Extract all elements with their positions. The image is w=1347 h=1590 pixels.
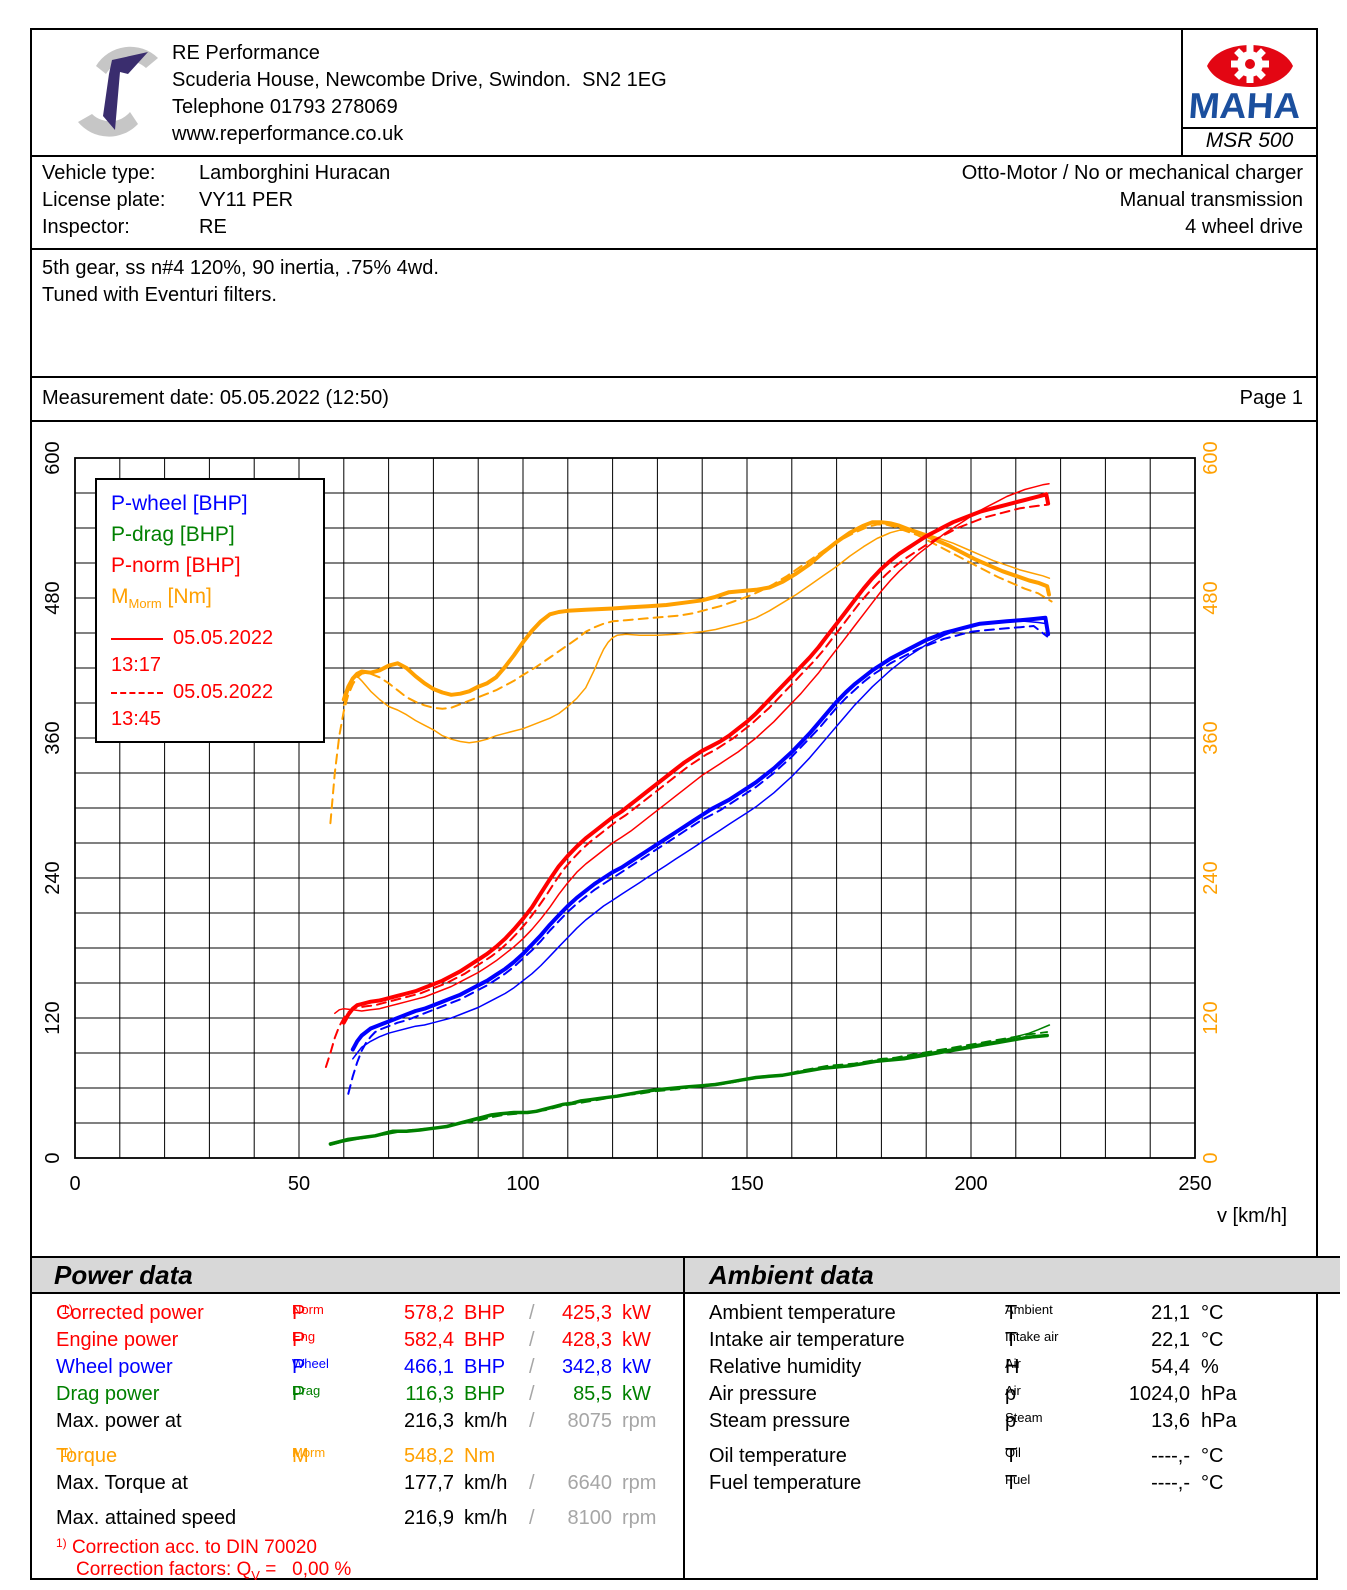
- power-row-wheel: Wheel power P Wheel 466,1 BHP / 342,8 kW: [56, 1356, 651, 1378]
- axis-tick-label: 0: [42, 1152, 64, 1163]
- vehicle-type-value: Lamborghini Huracan: [199, 162, 391, 184]
- ambient-data-header: Ambient data: [685, 1256, 1340, 1294]
- ambient-row-air-pressure: Air pressure p Air 1024,0 hPa: [709, 1383, 1237, 1405]
- axis-tick-label: 360: [42, 721, 64, 754]
- company-phone: Telephone 01793 278069: [172, 96, 398, 118]
- legend-item-pnorm: P-norm [BHP]: [111, 554, 241, 577]
- device-logo-box: MAHA MSR 500: [1181, 30, 1316, 155]
- curve-m-morm-13-45: [329, 523, 1053, 825]
- curve-p-wheel-current: [350, 615, 1051, 1052]
- axis-tick-label: 360: [1200, 721, 1222, 754]
- chart-legend: P-wheel [BHP] P-drag [BHP] P-norm [BHP] …: [95, 478, 325, 743]
- company-address: Scuderia House, Newcombe Drive, Swindon.…: [172, 69, 667, 91]
- power-row-max-torque: Max. Torque at 177,7 km/h / 6640 rpm: [56, 1472, 657, 1494]
- maha-gear-icon: [1231, 45, 1269, 83]
- maha-brand-text: MAHA: [1187, 85, 1302, 125]
- ambient-row-temp: Ambient temperature T Ambient 21,1 °C: [709, 1302, 1224, 1324]
- maha-logo-area: MAHA: [1183, 30, 1316, 129]
- axis-tick-label: 600: [42, 441, 64, 474]
- re-performance-logo: [78, 46, 158, 137]
- page-frame: RE Performance Scuderia House, Newcombe …: [30, 28, 1340, 1583]
- note-line-1: 5th gear, ss n#4 120%, 90 inertia, .75% …: [42, 257, 439, 279]
- transmission-type: Manual transmission: [1119, 189, 1303, 211]
- company-info: RE Performance Scuderia House, Newcombe …: [172, 40, 667, 148]
- curve-p-wheel-13-17: [352, 620, 1048, 1060]
- inspector-label: Inspector:: [42, 216, 130, 238]
- curve-m-morm-13-17: [343, 529, 1051, 744]
- axis-tick-label: 200: [954, 1173, 987, 1195]
- ambient-row-intake: Intake air temperature T Intake air 22,1 °…: [709, 1329, 1224, 1351]
- legend-item-pwheel: P-wheel [BHP]: [111, 492, 248, 515]
- engine-type: Otto-Motor / No or mechanical charger: [961, 162, 1303, 184]
- power-row-max-speed: Max. attained speed 216,9 km/h / 8100 rpm: [56, 1507, 657, 1529]
- axis-tick-label: 0: [1200, 1152, 1222, 1163]
- measurement-bar: Measurement date: 05.05.2022 (12:50) Pag…: [32, 378, 1316, 422]
- section-divider: [683, 1256, 685, 1578]
- drive-type: 4 wheel drive: [1185, 216, 1303, 238]
- dashed-line-sample: [111, 691, 163, 694]
- measurement-date: Measurement date: 05.05.2022 (12:50): [42, 387, 389, 409]
- legend-runs: 05.05.2022 13:17 05.05.2022 13:45: [111, 625, 323, 733]
- curve-p-norm-13-45: [324, 503, 1049, 1068]
- power-row-torque: Torque 1) M Morm 548,2 Nm: [56, 1445, 496, 1467]
- curve-p-norm-current: [341, 492, 1051, 1025]
- legend-item-torque: MMorm [Nm]: [111, 585, 212, 611]
- legend-item-pdrag: P-drag [BHP]: [111, 523, 235, 546]
- axis-tick-label: 100: [506, 1173, 539, 1195]
- power-row-engine: Engine power P Eng 582,4 BHP / 428,3 kW: [56, 1329, 651, 1351]
- axis-tick-label: 0: [69, 1173, 80, 1195]
- ambient-row-oil-temp: Oil temperature T Oil ----,- °C: [709, 1445, 1224, 1467]
- license-plate-value: VY11 PER: [199, 189, 294, 211]
- curve-p-wheel-13-45: [347, 625, 1049, 1095]
- maha-logo: MAHA: [1185, 45, 1305, 128]
- axis-tick-label: 250: [1178, 1173, 1211, 1195]
- correction-footnote-1: 1) Correction acc. to DIN 70020: [56, 1536, 317, 1558]
- curve-p-drag-13-45: [329, 1031, 1049, 1145]
- legend-run-1: 05.05.2022 13:17: [111, 627, 274, 676]
- company-name: RE Performance: [172, 42, 320, 64]
- correction-footnote-2: Correction factors: QV = 0,00 %: [76, 1559, 352, 1583]
- axis-tick-label: 240: [1200, 861, 1222, 894]
- solid-line-sample: [111, 637, 163, 640]
- report-header: RE Performance Scuderia House, Newcombe …: [32, 30, 1316, 157]
- ambient-row-steam-pressure: Steam pressure p Steam 13,6 hPa: [709, 1410, 1237, 1432]
- plot-border: [74, 457, 1196, 1159]
- axis-tick-label: 120: [42, 1001, 64, 1034]
- ambient-row-fuel-temp: Fuel temperature T Fuel ----,- °C: [709, 1472, 1224, 1494]
- curve-p-norm-13-17: [334, 482, 1050, 1015]
- legend-run-2: 05.05.2022 13:45: [111, 681, 274, 730]
- axis-tick-label: 240: [42, 861, 64, 894]
- company-website: www.reperformance.co.uk: [172, 123, 404, 145]
- axis-tick-label: 120: [1200, 1001, 1222, 1034]
- axis-tick-label: 480: [42, 581, 64, 614]
- device-model: MSR 500: [1205, 129, 1294, 152]
- notes-section: 5th gear, ss n#4 120%, 90 inertia, .75% …: [32, 248, 1316, 378]
- page-number: Page 1: [1239, 387, 1303, 409]
- power-data-header: Power data: [32, 1256, 685, 1294]
- vehicle-info-section: Vehicle type: Lamborghini Huracan Licens…: [32, 155, 1316, 250]
- power-row-drag: Drag power P Drag 116,3 BHP / 85,5 kW: [56, 1383, 651, 1405]
- power-row-max-power: Max. power at 216,3 km/h / 8075 rpm: [56, 1410, 657, 1432]
- note-line-2: Tuned with Eventuri filters.: [42, 284, 277, 306]
- axis-tick-label: v [km/h]: [1217, 1205, 1287, 1227]
- axis-tick-label: 50: [288, 1173, 310, 1195]
- power-row-corrected: Corrected power 1) P Norm 578,2 BHP / 425,…: [56, 1302, 651, 1324]
- license-plate-label: License plate:: [42, 189, 166, 211]
- ambient-row-humidity: Relative humidity H Air 54,4%: [709, 1356, 1219, 1378]
- axis-tick-label: 600: [1200, 441, 1222, 474]
- axis-tick-label: 150: [730, 1173, 763, 1195]
- axis-tick-label: 480: [1200, 581, 1222, 614]
- vehicle-type-label: Vehicle type:: [42, 162, 156, 184]
- inspector-value: RE: [199, 216, 227, 238]
